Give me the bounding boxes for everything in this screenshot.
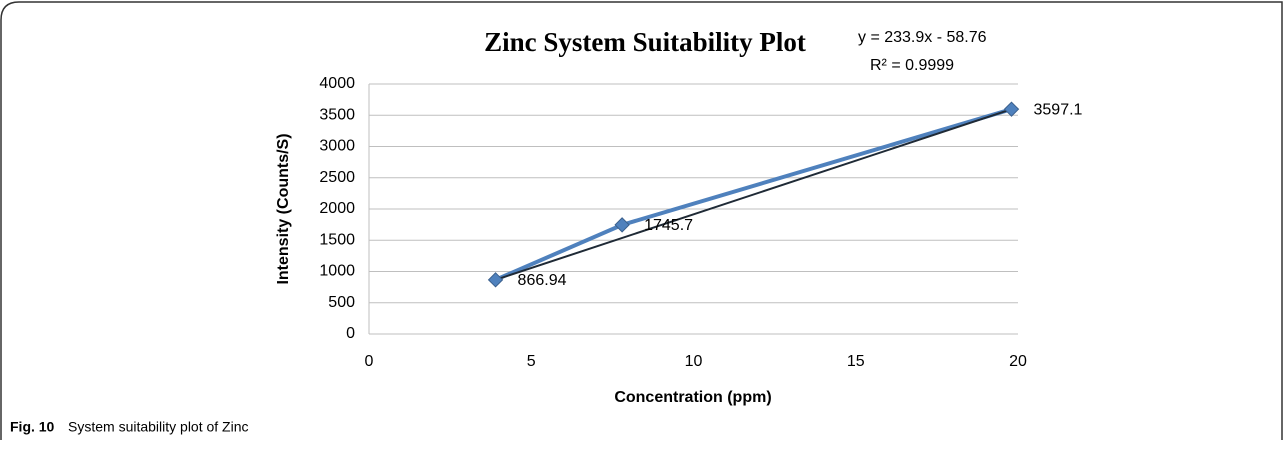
- r-squared: R² = 0.9999: [870, 57, 954, 74]
- y-tick-label: 3000: [319, 138, 355, 155]
- y-tick-label: 2000: [319, 200, 355, 217]
- y-axis-label: Intensity (Counts/S): [275, 133, 292, 284]
- x-tick-label: 0: [365, 353, 374, 370]
- y-tick-label: 500: [328, 294, 355, 311]
- y-tick-label: 3500: [319, 106, 355, 123]
- trendline: [495, 108, 1012, 281]
- x-axis-label: Concentration (ppm): [614, 389, 771, 406]
- x-tick-label: 5: [527, 353, 536, 370]
- caption-text: System suitability plot of Zinc: [68, 419, 249, 435]
- point: [1003, 101, 1020, 117]
- x-tick-label: 10: [685, 353, 703, 370]
- equation: y = 233.9x - 58.76: [858, 29, 987, 46]
- y-tick-label: 2500: [319, 169, 355, 186]
- point: [614, 217, 630, 233]
- data-label: 866.94: [518, 272, 567, 289]
- y-tick-label: 4000: [319, 75, 355, 92]
- y-tick-label: 1500: [319, 231, 355, 248]
- y-tick-label: 1000: [319, 263, 355, 280]
- figure-frame: [0, 1, 1283, 440]
- caption-label: Fig. 10: [10, 419, 55, 435]
- x-tick-label: 15: [847, 353, 865, 370]
- point: [487, 272, 504, 288]
- data-label: 1745.7: [644, 217, 693, 234]
- chart-title: Zinc System Suitability Plot: [484, 27, 806, 57]
- y-tick-label: 0: [346, 325, 355, 342]
- x-tick-label: 20: [1009, 353, 1027, 370]
- data-label: 3597.1: [1034, 101, 1083, 118]
